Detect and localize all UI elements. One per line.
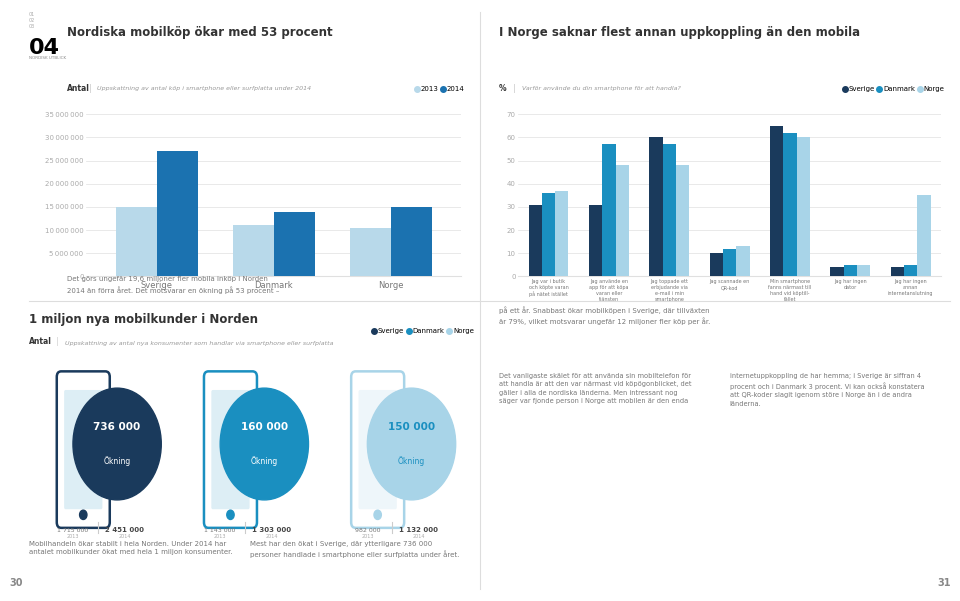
- Text: Det görs ungefär 19,6 miljoner fler mobila inköp i Norden
2014 än förra året. De: Det görs ungefär 19,6 miljoner fler mobi…: [67, 276, 279, 293]
- FancyBboxPatch shape: [64, 390, 103, 509]
- Bar: [891, 267, 904, 276]
- Bar: [857, 265, 870, 276]
- Text: 2013: 2013: [361, 534, 373, 539]
- Text: Varför använde du din smartphone för att handla?: Varför använde du din smartphone för att…: [522, 87, 681, 91]
- Text: 736 000: 736 000: [93, 423, 141, 432]
- Text: 2 451 000: 2 451 000: [105, 528, 144, 534]
- FancyBboxPatch shape: [351, 371, 404, 528]
- Legend: 2013, 2014: 2013, 2014: [413, 83, 467, 95]
- Text: på ett år. Snabbast ökar mobilköpen i Sverige, där tillväxten
är 79%, vilket mot: på ett år. Snabbast ökar mobilköpen i Sv…: [499, 307, 710, 325]
- FancyBboxPatch shape: [57, 371, 109, 528]
- Text: 2014: 2014: [118, 534, 131, 539]
- Text: Mobilhandeln ökar stabilt i hela Norden. Under 2014 har
antalet mobilkunder ökat: Mobilhandeln ökar stabilt i hela Norden.…: [29, 541, 232, 555]
- Text: 1 303 000: 1 303 000: [252, 528, 291, 534]
- Bar: [115, 207, 156, 276]
- Bar: [602, 144, 615, 276]
- Bar: [662, 144, 676, 276]
- Bar: [391, 207, 432, 276]
- Text: Antal: Antal: [67, 85, 90, 93]
- Bar: [676, 165, 689, 276]
- Bar: [529, 204, 542, 276]
- Circle shape: [73, 388, 161, 500]
- Bar: [542, 193, 555, 276]
- Text: Mest har den ökat i Sverige, där ytterligare 736 000
personer handlade i smartph: Mest har den ökat i Sverige, där ytterli…: [250, 541, 459, 558]
- Bar: [770, 126, 783, 276]
- Bar: [232, 225, 274, 276]
- Text: 1 715 000: 1 715 000: [58, 528, 88, 534]
- Text: Ökning: Ökning: [251, 456, 278, 466]
- Text: |: |: [513, 85, 516, 93]
- Bar: [555, 191, 568, 276]
- Text: 982 000: 982 000: [354, 528, 380, 534]
- Text: internetuppkoppling de har hemma; i Sverige är siffran 4
procent och i Danmark 3: internetuppkoppling de har hemma; i Sver…: [730, 373, 924, 407]
- Text: I Norge saknar flest annan uppkoppling än den mobila: I Norge saknar flest annan uppkoppling ä…: [499, 26, 860, 40]
- Bar: [830, 267, 844, 276]
- Text: Nordiska mobilköp ökar med 53 procent: Nordiska mobilköp ökar med 53 procent: [67, 26, 333, 40]
- Bar: [709, 253, 723, 276]
- Text: 2014: 2014: [265, 534, 278, 539]
- Text: Det vanligaste skälet för att använda sin mobiltelefon för
att handla är att den: Det vanligaste skälet för att använda si…: [499, 373, 692, 404]
- Text: 04: 04: [29, 38, 60, 58]
- Text: %: %: [499, 85, 507, 93]
- Text: |: |: [89, 85, 92, 93]
- Text: 30: 30: [10, 578, 23, 588]
- Text: 2014: 2014: [413, 534, 425, 539]
- Text: 2013: 2013: [214, 534, 227, 539]
- Bar: [649, 138, 662, 276]
- FancyBboxPatch shape: [358, 390, 396, 509]
- Bar: [615, 165, 629, 276]
- Bar: [844, 265, 857, 276]
- Text: Ökning: Ökning: [397, 456, 425, 466]
- FancyBboxPatch shape: [211, 390, 250, 509]
- Text: 31: 31: [937, 578, 950, 588]
- Text: 150 000: 150 000: [388, 423, 435, 432]
- Circle shape: [227, 510, 234, 519]
- FancyBboxPatch shape: [204, 371, 257, 528]
- Circle shape: [374, 510, 381, 519]
- Bar: [917, 195, 930, 276]
- Text: Uppskattning av antal nya konsumenter som handlar via smartphone eller surfplatt: Uppskattning av antal nya konsumenter so…: [65, 341, 333, 346]
- Text: 1 143 000: 1 143 000: [204, 528, 236, 534]
- Text: Antal: Antal: [29, 337, 52, 346]
- Bar: [904, 265, 917, 276]
- Circle shape: [80, 510, 87, 519]
- Bar: [797, 138, 810, 276]
- Circle shape: [220, 388, 308, 500]
- Circle shape: [368, 388, 456, 500]
- Bar: [723, 249, 736, 276]
- Text: 160 000: 160 000: [241, 423, 288, 432]
- Bar: [349, 228, 391, 276]
- Text: 2013: 2013: [66, 534, 80, 539]
- Bar: [589, 204, 602, 276]
- Text: Ökning: Ökning: [104, 456, 131, 466]
- Text: NORDISK UTBLICK: NORDISK UTBLICK: [29, 56, 66, 60]
- Bar: [274, 212, 315, 276]
- Bar: [736, 246, 750, 276]
- Bar: [783, 133, 797, 276]
- Text: Uppskattning av antal köp i smartphone eller surfplatta under 2014: Uppskattning av antal köp i smartphone e…: [98, 87, 312, 91]
- Legend: Sverige, Danmark, Norge: Sverige, Danmark, Norge: [371, 326, 476, 337]
- Text: 1 132 000: 1 132 000: [399, 528, 439, 534]
- Text: 1 miljon nya mobilkunder i Norden: 1 miljon nya mobilkunder i Norden: [29, 313, 258, 326]
- Bar: [156, 151, 198, 276]
- Text: |: |: [56, 337, 59, 346]
- Text: 01
02
03: 01 02 03: [29, 12, 36, 29]
- Legend: Sverige, Danmark, Norge: Sverige, Danmark, Norge: [841, 83, 947, 95]
